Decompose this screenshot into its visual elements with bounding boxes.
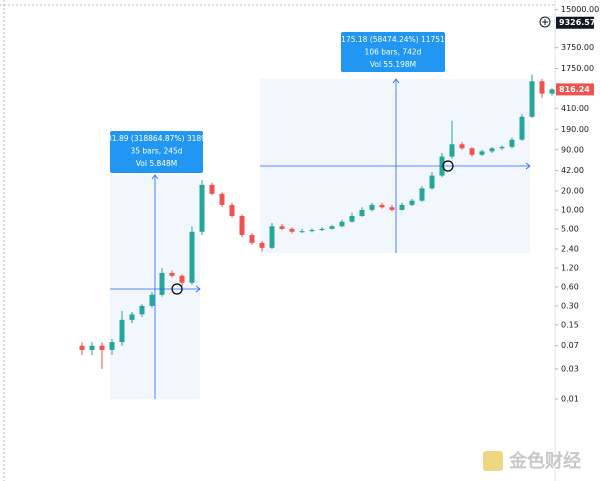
candle-body <box>189 231 195 283</box>
candle-body <box>299 231 305 233</box>
candle-body <box>119 319 125 343</box>
price-label-bg <box>556 83 594 96</box>
candle-body <box>529 81 535 117</box>
candle-body <box>219 193 225 205</box>
candle-body <box>249 234 255 243</box>
candle-body <box>379 204 385 208</box>
candle-body <box>259 242 265 248</box>
y-tick-label: 15000.00 <box>561 5 599 14</box>
y-tick-label: 0.15 <box>561 320 579 329</box>
candle-body <box>79 345 85 350</box>
candle-body <box>369 204 375 210</box>
measure-text: 106 bars, 742d <box>365 48 422 57</box>
measure-text: Vol 55.198M <box>370 60 416 69</box>
y-tick-label: 2.40 <box>561 244 579 253</box>
measure-zones <box>110 79 530 399</box>
watermark-logo <box>483 451 503 471</box>
arrow-head <box>392 78 400 84</box>
candle-body <box>289 228 295 232</box>
candle-body <box>239 216 245 235</box>
y-tick-label: 410.00 <box>561 104 589 113</box>
candle-body <box>489 148 495 152</box>
candle-body <box>269 226 275 248</box>
candle-body <box>199 184 205 232</box>
candle-body <box>129 314 135 320</box>
price-label: 9326.57 <box>559 18 595 27</box>
candle-body <box>519 116 525 140</box>
y-tick-label: 90.00 <box>561 145 584 154</box>
candle-body <box>329 226 335 229</box>
measure-text: 31.89 (318864.87%) 3189 <box>107 134 206 143</box>
y-tick-label: 0.03 <box>561 364 579 373</box>
watermark: 金色财经 <box>508 450 581 472</box>
y-tick-label: 190.00 <box>561 125 589 134</box>
y-tick-label: 0.01 <box>561 394 579 403</box>
measure-box <box>341 32 445 72</box>
measure-box <box>110 131 203 173</box>
arrow-head <box>151 174 159 180</box>
candle-body <box>99 345 105 350</box>
candle-body <box>449 144 455 157</box>
y-tick-label: 0.60 <box>561 282 579 291</box>
marker-circle <box>171 283 183 295</box>
candle-body <box>359 209 365 217</box>
price-label: 816.24 <box>559 85 590 94</box>
candle-body <box>89 345 95 350</box>
y-tick-label: 0.30 <box>561 301 579 310</box>
candle-body <box>479 151 485 155</box>
candle-body <box>469 148 475 155</box>
candle-body <box>399 204 405 210</box>
candle-body <box>179 275 185 283</box>
candle-body <box>149 294 155 306</box>
y-tick-label: 1.20 <box>561 263 579 272</box>
y-tick-label: 0.07 <box>561 341 579 350</box>
y-tick-label: 5.00 <box>561 224 579 233</box>
candle-body <box>169 272 175 276</box>
candle-body <box>139 305 145 315</box>
y-tick-label: 3750.00 <box>561 43 594 52</box>
candle-body <box>159 272 165 295</box>
measure-text: Vol 5.848M <box>136 159 178 168</box>
candle-body <box>499 146 505 149</box>
measure-text: 1175.18 (58474.24%) 117518 <box>336 35 449 44</box>
candle-body <box>549 89 555 94</box>
candle-body <box>409 200 415 205</box>
candle-body <box>229 204 235 217</box>
overlays: 31.89 (318864.87%) 3189 35 bars, 245d Vol … <box>107 32 531 399</box>
y-tick-label: 10.00 <box>561 205 584 214</box>
candle-body <box>279 226 285 229</box>
candle-body <box>429 175 435 189</box>
y-tick-label: 1750.00 <box>561 64 594 73</box>
candle-body <box>539 81 545 94</box>
measure-text: 35 bars, 245d <box>130 147 182 156</box>
candle-body <box>309 230 315 232</box>
candle-body <box>209 184 215 194</box>
marker-circle <box>442 160 454 172</box>
candle-body <box>419 188 425 201</box>
arrow-head <box>525 162 531 170</box>
candle-body <box>389 207 395 210</box>
candle-body <box>509 139 515 147</box>
candle-body <box>339 221 345 227</box>
candle-body <box>109 342 115 350</box>
y-tick-label: 20.00 <box>561 186 584 195</box>
arrow-head <box>195 285 201 293</box>
price-axis: 15000.00 3750.00 1750.00 410.00 190.00 90.00 4… <box>555 5 599 403</box>
candle-body <box>459 144 465 149</box>
price-label-bg <box>556 16 594 29</box>
candle-body <box>349 216 355 222</box>
candles <box>79 74 555 369</box>
candle-body <box>319 228 325 231</box>
y-tick-label: 42.00 <box>561 166 584 175</box>
